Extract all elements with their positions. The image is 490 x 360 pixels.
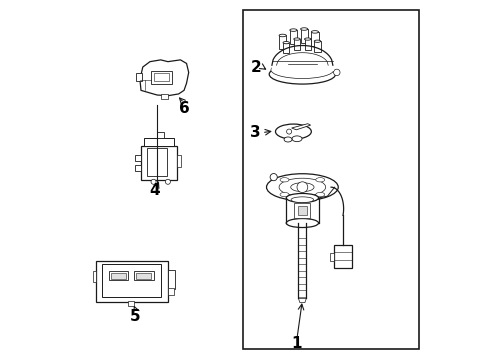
Bar xyxy=(136,273,151,279)
Bar xyxy=(101,264,161,297)
Ellipse shape xyxy=(279,34,286,37)
Ellipse shape xyxy=(279,178,326,196)
Ellipse shape xyxy=(304,38,311,40)
Text: 1: 1 xyxy=(292,336,302,351)
Ellipse shape xyxy=(286,219,318,228)
Bar xyxy=(141,146,177,180)
Ellipse shape xyxy=(283,41,290,44)
Bar xyxy=(177,155,181,167)
Ellipse shape xyxy=(271,61,334,78)
Ellipse shape xyxy=(267,174,338,201)
Bar xyxy=(294,39,300,50)
Circle shape xyxy=(287,129,292,134)
Circle shape xyxy=(297,182,308,193)
Ellipse shape xyxy=(269,64,336,84)
Ellipse shape xyxy=(291,197,314,203)
Bar xyxy=(243,10,419,348)
Ellipse shape xyxy=(300,28,308,30)
Bar xyxy=(151,71,172,84)
Bar xyxy=(147,148,167,176)
Bar xyxy=(144,138,174,146)
Bar xyxy=(128,301,134,306)
Polygon shape xyxy=(140,60,189,96)
Bar xyxy=(314,41,320,52)
Text: 3: 3 xyxy=(250,125,261,140)
Ellipse shape xyxy=(294,38,300,40)
Bar xyxy=(298,206,307,215)
Bar xyxy=(168,270,175,289)
Ellipse shape xyxy=(284,137,292,142)
Bar xyxy=(330,253,334,261)
Bar xyxy=(334,244,352,268)
Bar xyxy=(157,132,164,138)
Bar xyxy=(283,42,290,53)
Bar xyxy=(93,271,96,282)
Ellipse shape xyxy=(286,193,318,202)
Ellipse shape xyxy=(290,29,297,31)
Bar xyxy=(168,288,173,295)
Bar xyxy=(154,73,169,81)
Bar xyxy=(96,261,168,302)
Bar xyxy=(300,29,308,42)
Bar xyxy=(134,271,153,280)
Polygon shape xyxy=(298,298,306,303)
Ellipse shape xyxy=(311,31,318,33)
Bar xyxy=(135,165,141,171)
Text: 5: 5 xyxy=(130,309,141,324)
Circle shape xyxy=(270,174,277,181)
Ellipse shape xyxy=(316,177,325,182)
Ellipse shape xyxy=(292,136,302,141)
Bar xyxy=(136,73,142,81)
Ellipse shape xyxy=(280,192,289,197)
Ellipse shape xyxy=(291,183,314,192)
Ellipse shape xyxy=(334,69,340,76)
Bar xyxy=(109,271,128,280)
Ellipse shape xyxy=(316,192,325,197)
Bar xyxy=(290,30,297,44)
Text: 2: 2 xyxy=(250,59,261,75)
Bar xyxy=(279,36,286,49)
Bar xyxy=(294,203,310,218)
Bar xyxy=(161,94,168,99)
Bar xyxy=(311,32,318,45)
Bar xyxy=(304,39,311,50)
Circle shape xyxy=(151,179,156,184)
Bar xyxy=(111,273,125,279)
Text: 6: 6 xyxy=(179,101,190,116)
Polygon shape xyxy=(292,124,311,130)
Ellipse shape xyxy=(275,124,311,139)
Ellipse shape xyxy=(314,40,320,42)
Text: 4: 4 xyxy=(149,183,160,198)
Bar xyxy=(135,154,141,161)
Circle shape xyxy=(166,179,171,184)
Ellipse shape xyxy=(280,177,289,182)
